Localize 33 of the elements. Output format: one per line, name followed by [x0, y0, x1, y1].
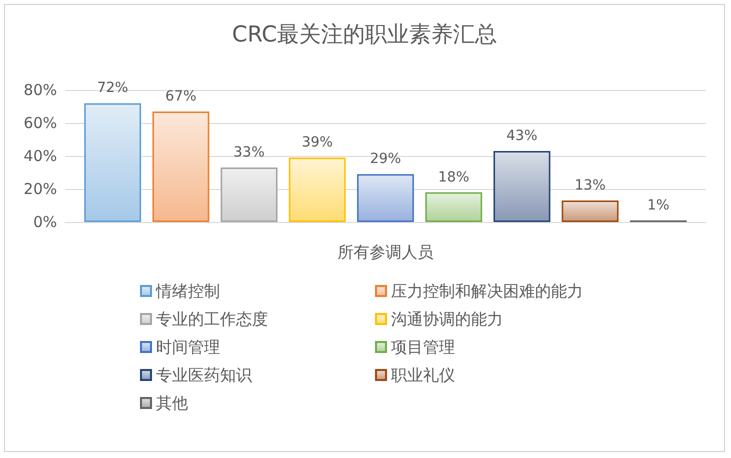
- y-tick-label: 20%: [24, 180, 57, 198]
- bar: [425, 192, 482, 222]
- legend-label: 专业的工作态度: [156, 310, 268, 328]
- bar: [562, 200, 619, 222]
- y-tick-label: 40%: [24, 147, 57, 165]
- data-label: 18%: [438, 169, 470, 186]
- data-label: 33%: [234, 144, 265, 161]
- bar: [220, 168, 278, 222]
- chart-title: CRC最关注的职业素养汇总: [232, 22, 497, 48]
- data-label: 1%: [647, 197, 670, 214]
- bar: [84, 103, 142, 222]
- bar: [152, 111, 210, 222]
- x-axis-title: 所有参调人员: [338, 242, 434, 262]
- data-label: 39%: [302, 134, 333, 151]
- y-tick-label: 0%: [33, 213, 57, 231]
- legend-label: 压力控制和解决困难的能力: [391, 282, 583, 300]
- legend-label: 时间管理: [156, 338, 220, 356]
- data-label: 43%: [506, 128, 538, 144]
- legend-label: 项目管理: [391, 338, 455, 356]
- legend-label: 职业礼仪: [391, 366, 455, 384]
- data-label: 72%: [97, 80, 128, 96]
- legend-label: 沟通协调的能力: [391, 310, 503, 328]
- bar: [288, 158, 346, 222]
- legend-label: 专业医药知识: [156, 366, 252, 384]
- legend-label: 情绪控制: [155, 282, 220, 300]
- data-label: 13%: [574, 178, 606, 194]
- bar: [494, 151, 550, 222]
- legend-label: 其他: [156, 394, 188, 412]
- y-tick-label: 80%: [24, 81, 57, 99]
- data-label: 67%: [165, 88, 196, 104]
- bar: [357, 174, 414, 222]
- y-tick-label: 60%: [24, 114, 57, 132]
- data-label: 29%: [370, 151, 402, 168]
